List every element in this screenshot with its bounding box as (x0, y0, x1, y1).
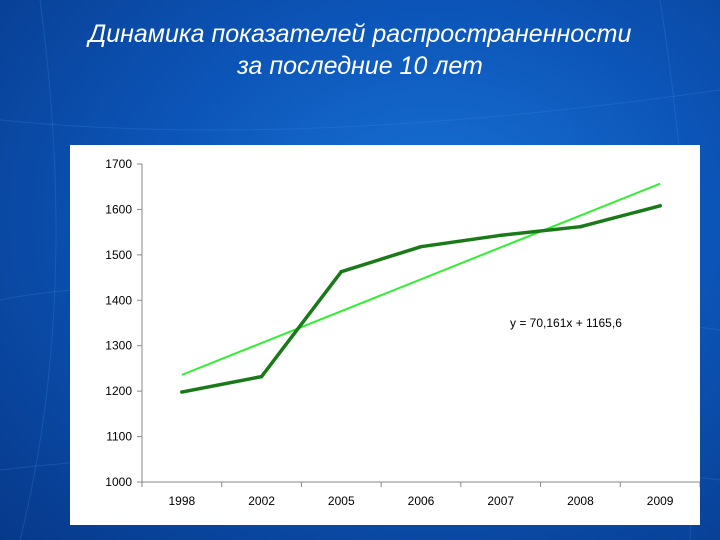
line-chart: 1000 1100 1200 1300 1400 1500 1600 1700 1998 200… (105, 157, 700, 508)
x-tick-label: 2009 (647, 494, 674, 508)
data-point (498, 233, 503, 238)
slide-title-line-1: Динамика показателей распространенности (88, 20, 632, 48)
y-tick-label: 1400 (105, 293, 132, 307)
data-point (658, 203, 662, 208)
x-tick-label: 2007 (487, 494, 514, 508)
y-tick-label: 1000 (105, 475, 132, 489)
y-tick-label: 1700 (105, 157, 132, 171)
y-axis-ticks: 1000 1100 1200 1300 1400 1500 1600 1700 (105, 157, 142, 489)
chart-panel: 1000 1100 1200 1300 1400 1500 1600 1700 1998 200… (70, 145, 700, 525)
y-tick-label: 1600 (105, 202, 132, 216)
data-point (339, 269, 344, 274)
slide-title: Динамика показателей распространенности … (0, 18, 720, 82)
x-tick-label: 1998 (169, 494, 196, 508)
data-point (419, 244, 423, 249)
data-points (180, 203, 662, 394)
trendline-equation: y = 70,161x + 1165,6 (510, 316, 622, 330)
y-tick-label: 1100 (106, 430, 132, 444)
y-tick-label: 1300 (105, 339, 132, 353)
x-axis-ticks: 1998 2002 2005 2006 2007 2008 2009 (141, 482, 700, 508)
slide-title-line-2: за последние 10 лет (237, 52, 483, 80)
x-tick-label: 2006 (408, 494, 435, 508)
data-point (259, 374, 264, 379)
x-tick-label: 2005 (328, 494, 355, 508)
x-tick-label: 2002 (248, 494, 275, 508)
data-point (180, 390, 184, 394)
data-point (578, 224, 583, 229)
y-tick-label: 1200 (105, 384, 132, 398)
trend-line (181, 182, 661, 376)
y-tick-label: 1500 (105, 248, 132, 262)
series-line (181, 204, 661, 394)
x-tick-label: 2008 (567, 494, 594, 508)
